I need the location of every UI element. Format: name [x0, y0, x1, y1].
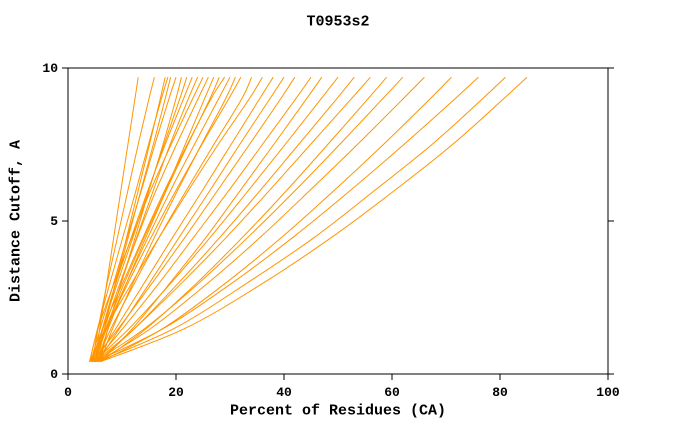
model-curve	[92, 76, 242, 362]
x-tick-label: 0	[64, 385, 72, 400]
x-tick-label: 20	[168, 385, 184, 400]
x-axis-label: Percent of Residues (CA)	[229, 402, 447, 420]
model-curve	[89, 77, 169, 362]
model-curve	[94, 77, 139, 362]
model-curve	[100, 76, 387, 363]
x-tick-label: 80	[492, 385, 508, 400]
y-tick-label: 0	[50, 367, 58, 382]
model-curve	[100, 76, 452, 363]
model-curve	[90, 76, 226, 362]
model-curve	[94, 76, 404, 363]
model-curve	[89, 76, 263, 363]
y-axis-label: Distance Cutoff, A	[7, 139, 25, 303]
x-tick-label: 100	[596, 385, 620, 400]
model-curve	[99, 76, 236, 362]
model-curve	[100, 76, 528, 363]
model-curve	[94, 76, 371, 363]
chart-title: T0953s2	[306, 13, 370, 31]
model-curve	[97, 76, 506, 363]
model-curve	[97, 76, 285, 363]
x-tick-label: 40	[276, 385, 292, 400]
model-curve	[97, 76, 425, 363]
model-curve	[97, 77, 220, 362]
model-curve	[100, 76, 323, 363]
model-curve	[89, 76, 204, 362]
model-curve	[94, 76, 274, 363]
model-curve	[99, 77, 199, 362]
model-curve	[93, 76, 339, 363]
model-curve	[90, 77, 177, 362]
model-curve	[94, 76, 479, 363]
model-curve	[94, 77, 193, 362]
model-curve	[96, 76, 253, 363]
model-curve	[91, 76, 296, 363]
model-curve	[95, 76, 209, 362]
y-tick-label: 10	[42, 61, 58, 76]
model-curve	[94, 76, 312, 363]
y-tick-label: 5	[50, 214, 58, 229]
x-tick-label: 60	[384, 385, 400, 400]
